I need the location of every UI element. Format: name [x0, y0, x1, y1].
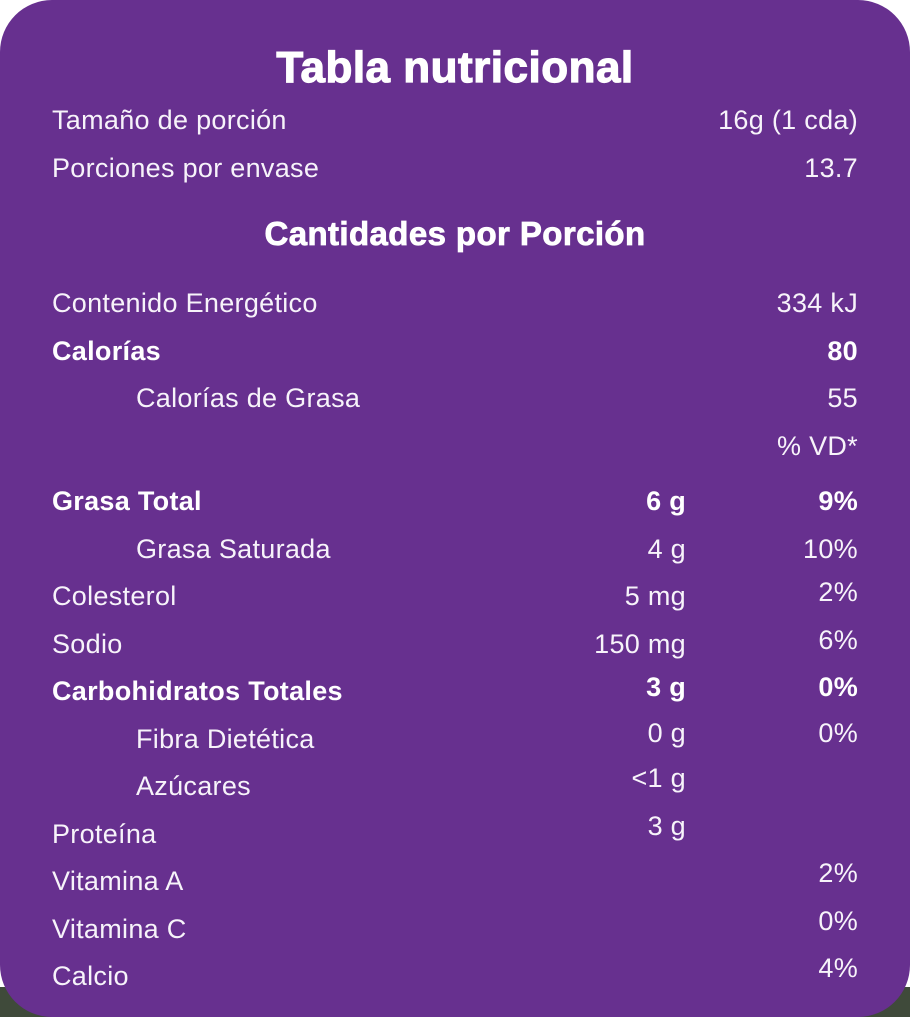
- nutrient-label: Sodio: [52, 628, 123, 659]
- servings-per-container-row: Porciones por envase 13.7: [52, 144, 858, 192]
- nutrient-label: Contenido Energético: [52, 288, 318, 319]
- serving-size-label: Tamaño de porción: [52, 104, 287, 135]
- nutrient-row-calorias-de-grasa: Calorías de Grasa 55: [52, 375, 858, 423]
- nutrient-row-fibra-dietetica: Fibra Dietética 0 g 0%: [52, 716, 858, 764]
- nutrient-dv: 2%: [818, 577, 858, 608]
- nutrient-rows: Contenido Energético 334 kJ Calorías 80 …: [52, 280, 858, 1001]
- nutrient-label: Grasa Saturada: [136, 533, 331, 564]
- nutrient-label: Grasa Total: [52, 486, 202, 517]
- nutrient-amount: 0 g: [647, 717, 686, 748]
- nutrient-label: Calorías de Grasa: [136, 383, 361, 414]
- servings-per-container-label: Porciones por envase: [52, 152, 320, 183]
- serving-size-value: 16g (1 cda): [718, 104, 858, 135]
- servings-per-container-value: 13.7: [804, 152, 858, 183]
- nutrient-dv: 9%: [818, 486, 858, 517]
- nutrient-row-vitamina-c: Vitamina C 0%: [52, 906, 858, 954]
- nutrient-value: 55: [827, 383, 858, 414]
- nutrient-row-carbohidratos-totales: Carbohidratos Totales 3 g 0%: [52, 668, 858, 716]
- amounts-per-serving-header: Cantidades por Porción: [264, 215, 646, 253]
- nutrient-label: Proteína: [52, 818, 157, 849]
- nutrient-value: 334 kJ: [776, 288, 858, 319]
- nutrient-amount: 4 g: [647, 533, 686, 564]
- nutrient-label: Carbohidratos Totales: [52, 676, 343, 707]
- nutrient-label: Calorías: [52, 335, 161, 366]
- nutrient-dv: 0%: [818, 905, 858, 936]
- nutrient-label: Colesterol: [52, 581, 177, 612]
- nutrient-row-vitamina-a: Vitamina A 2%: [52, 858, 858, 906]
- nutrient-amount: 3 g: [646, 672, 686, 703]
- nutrient-amount: 5 mg: [624, 581, 686, 612]
- nutrient-row-azucares: Azúcares <1 g: [52, 763, 858, 811]
- nutrient-dv: 10%: [803, 533, 858, 564]
- daily-value-column-header: % VD*: [776, 430, 858, 461]
- nutrient-row-colesterol: Colesterol 5 mg 2%: [52, 573, 858, 621]
- nutrient-amount: 3 g: [647, 810, 686, 841]
- nutrient-label: Azúcares: [136, 771, 251, 802]
- nutrient-row-sodio: Sodio 150 mg 6%: [52, 621, 858, 669]
- nutrient-dv: 0%: [818, 672, 858, 703]
- nutrition-title: Tabla nutricional: [276, 42, 634, 92]
- nutrient-row-calorias: Calorías 80: [52, 328, 858, 376]
- nutrient-label: Calcio: [52, 961, 129, 992]
- nutrient-value: 80: [827, 335, 858, 366]
- nutrient-label: Vitamina A: [52, 866, 184, 897]
- nutrient-amount: 6 g: [646, 486, 686, 517]
- nutrient-row-proteina: Proteína 3 g: [52, 811, 858, 859]
- nutrient-row-calcio: Calcio 4%: [52, 953, 858, 1001]
- nutrient-row-grasa-saturada: Grasa Saturada 4 g 10%: [52, 526, 858, 574]
- nutrient-dv: 0%: [818, 717, 858, 748]
- nutrient-label: Vitamina C: [52, 913, 187, 944]
- nutrient-amount: 150 mg: [594, 628, 686, 659]
- nutrient-amount: <1 g: [631, 763, 686, 794]
- nutrient-dv: 2%: [818, 858, 858, 889]
- nutrient-dv: 6%: [818, 624, 858, 655]
- daily-value-header-row: % VD*: [52, 423, 858, 471]
- nutrient-row-contenido-energetico: Contenido Energético 334 kJ: [52, 280, 858, 328]
- nutrient-row-grasa-total: Grasa Total 6 g 9%: [52, 478, 858, 526]
- nutrient-dv: 4%: [818, 953, 858, 984]
- nutrient-label: Fibra Dietética: [136, 723, 315, 754]
- serving-size-row: Tamaño de porción 16g (1 cda): [52, 96, 858, 144]
